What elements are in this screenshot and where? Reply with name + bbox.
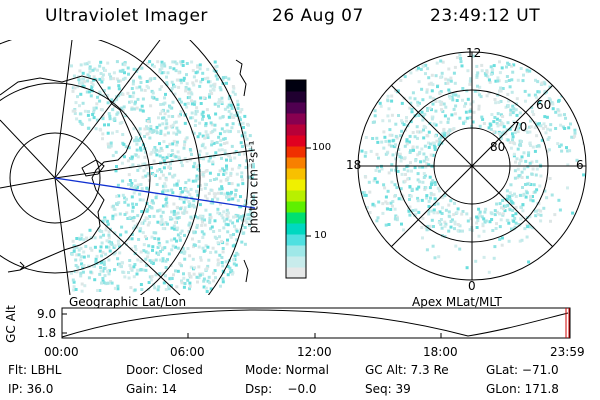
colorbar-tick-100: 100 [312,142,332,153]
time-tick-0000: 00:00 [44,345,79,359]
geo-auroral-emission [70,60,255,293]
mode-info: Mode: Normal [245,363,329,377]
colorbar-segment [286,124,306,136]
colorbar-segment [286,190,306,202]
colorbar-segment [286,234,306,246]
colorbar-segment [286,146,306,158]
apex-polar-plot [357,51,587,281]
geo-meridians [0,40,255,295]
observation-time: 23:49:12 UT [430,6,541,26]
mlat-label-60: 60 [536,98,552,112]
colorbar-segment [286,223,306,235]
gain-info: Gain: 14 [126,382,177,396]
altitude-ylabel: GC Alt [3,305,18,343]
colorbar-segment [286,168,306,180]
colorbar-unit-label: photon cm⁻²s⁻¹ [246,140,261,234]
geographic-map [0,40,255,295]
antarctica-coastline [0,75,133,273]
color-scale-bar [286,80,306,279]
time-tick-1200: 12:00 [297,345,332,359]
colorbar-tick-10: 10 [314,230,327,241]
mlt-label-12: 12 [466,46,482,60]
orbit-track [54,177,255,209]
door-info: Door: Closed [126,363,203,377]
altitude-plot-ticks [62,313,442,338]
mlt-label-6: 6 [576,158,584,172]
colorbar-segment [286,102,306,114]
dsp-info: Dsp: −0.0 [245,382,317,396]
altitude-ytick-top: 9.0 [37,307,57,321]
coastline-fragment [19,261,25,271]
apex-mlt-spokes [358,52,586,280]
mlt-label-0: 0 [468,279,476,293]
instrument-title: Ultraviolet Imager [45,6,208,26]
time-tick-1800: 18:00 [423,345,458,359]
mlt-label-18: 18 [346,158,362,172]
colorbar-segment [286,80,306,92]
colorbar-segment [286,256,306,268]
color-scale-frame [285,79,307,279]
altitude-plot-frame [61,307,571,339]
coastline-fragment [243,259,249,283]
mlat-label-70: 70 [512,120,528,134]
apex-panel-label: Apex MLat/MLT [412,295,502,309]
coastline-detail [81,159,105,177]
altitude-plot [61,307,571,339]
colorbar-segment [286,179,306,191]
colorbar-segment [286,267,306,279]
observation-date: 26 Aug 07 [272,6,364,26]
color-scale-ticks [306,147,311,237]
new-zealand-coastline [235,59,247,97]
glat-info: GLat: −71.0 [486,363,559,377]
geographic-panel-label: Geographic Lat/Lon [69,295,187,309]
altitude-ytick-bottom: 1.8 [37,326,57,340]
glon-info: GLon: 171.8 [486,382,559,396]
mlat-label-80: 80 [490,140,506,154]
filter-info: Flt: LBHL [8,363,62,377]
colorbar-segment [286,157,306,169]
colorbar-segment [286,135,306,147]
colorbar-segment [286,201,306,213]
time-tick-2359: 23:59 [550,345,585,359]
gc-alt-info: GC Alt: 7.3 Re [365,363,449,377]
colorbar-segment [286,91,306,103]
altitude-curve [61,309,569,338]
seq-info: Seq: 39 [365,382,411,396]
geo-latitude-circles [0,40,249,295]
colorbar-segment [286,245,306,257]
colorbar-segment [286,113,306,125]
colorbar-segment [286,212,306,224]
ip-info: IP: 36.0 [8,382,54,396]
time-tick-0600: 06:00 [170,345,205,359]
